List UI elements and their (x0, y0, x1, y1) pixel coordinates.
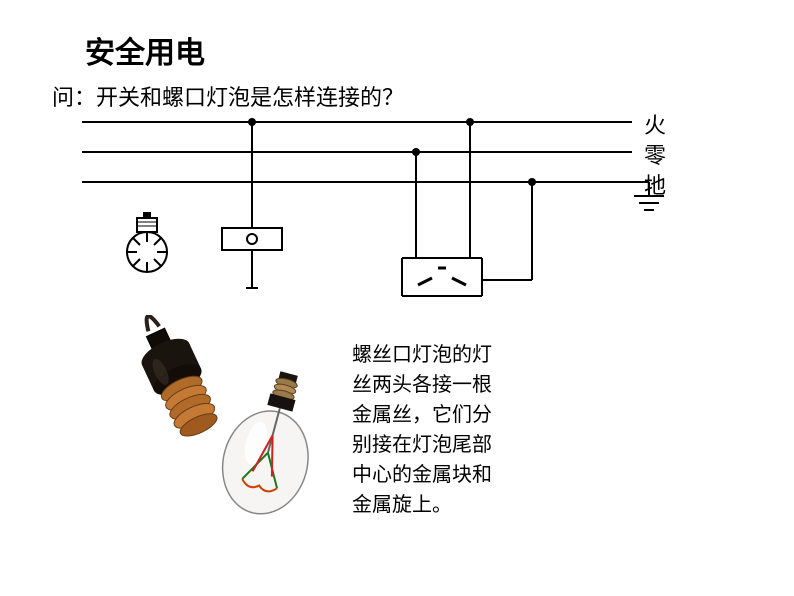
page-title: 安全用电 (85, 28, 205, 72)
circuit-diagram (82, 110, 742, 310)
bulb-schematic-icon (127, 212, 167, 272)
bulb-description: 螺丝口灯泡的灯丝两头各接一根金属丝，它们分别接在灯泡尾部中心的金属块和金属旋上。 (352, 340, 492, 520)
bulb-photo-illustration (120, 315, 350, 565)
question-text: 问：开关和螺口灯泡是怎样连接的？ (52, 80, 404, 112)
